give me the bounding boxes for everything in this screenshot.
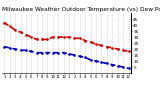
Text: Milwaukee Weather Outdoor Temperature (vs) Dew Point (Last 24 Hours): Milwaukee Weather Outdoor Temperature (v… — [2, 7, 160, 12]
